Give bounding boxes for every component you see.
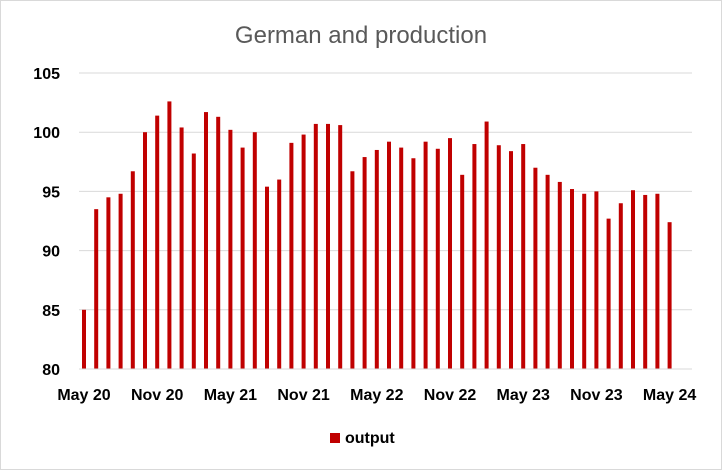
bar: [216, 116, 221, 369]
bar: [509, 151, 513, 369]
x-tick-label: May 21: [204, 387, 257, 404]
bar: [423, 141, 428, 369]
bar: [240, 147, 245, 369]
bar: [557, 181, 562, 369]
y-tick-label: 100: [33, 125, 60, 142]
bar: [106, 197, 111, 369]
bar: [179, 127, 184, 370]
bar: [130, 171, 135, 369]
bar: [350, 171, 355, 369]
bar: [411, 158, 416, 369]
bar: [167, 101, 172, 369]
bar: [191, 153, 196, 369]
bar: [521, 144, 526, 369]
y-tick-label: 85: [42, 303, 60, 320]
bar: [265, 186, 269, 369]
bar: [362, 157, 367, 369]
x-tick-label: May 22: [350, 387, 403, 404]
y-tick-label: 80: [42, 362, 60, 379]
x-tick-label: Nov 21: [277, 387, 330, 404]
bar: [228, 129, 233, 369]
bar: [582, 193, 587, 369]
x-tick-label: Nov 20: [131, 387, 184, 404]
bar: [374, 149, 379, 369]
y-tick-label: 95: [42, 184, 60, 201]
x-axis-ticks: May 20 Nov 20 May 21 Nov 21 May 22 Nov 22 May …: [57, 387, 696, 404]
bar: [399, 147, 404, 369]
legend-swatch: [330, 433, 340, 443]
chart-title: German and production: [235, 22, 487, 49]
bar: [594, 191, 599, 369]
bar: [460, 174, 465, 369]
bar: [204, 112, 208, 370]
y-tick-label: 105: [33, 66, 60, 83]
bar: [448, 138, 452, 369]
bar: [618, 203, 623, 369]
bar: [326, 123, 330, 369]
bar: [484, 121, 489, 369]
bar: [655, 193, 660, 369]
legend-label: output: [345, 430, 395, 447]
bar: [94, 209, 99, 369]
bar: [277, 179, 282, 369]
bar: [338, 125, 343, 369]
x-tick-label: May 20: [57, 387, 110, 404]
bar: [82, 309, 86, 369]
bar: [643, 194, 648, 369]
x-tick-label: May 23: [497, 387, 550, 404]
bar: [631, 190, 635, 369]
bar: [387, 141, 391, 369]
bar: [472, 144, 477, 369]
bar: [301, 134, 306, 369]
bar: [606, 218, 611, 369]
x-tick-label: Nov 22: [424, 387, 477, 404]
bar: [533, 167, 538, 369]
bar: [435, 148, 440, 369]
bar: [289, 142, 294, 369]
bar: [667, 222, 672, 369]
bar: [496, 145, 501, 369]
y-axis-ticks: 80 85 90 95 100 105: [33, 66, 60, 379]
legend: output: [330, 430, 395, 447]
bars: [82, 101, 672, 370]
bar: [118, 193, 123, 369]
bar: [143, 132, 147, 369]
bar: [252, 132, 257, 369]
bar: [155, 115, 160, 370]
x-tick-label: Nov 23: [570, 387, 623, 404]
bar: [313, 123, 318, 369]
bar: [570, 189, 574, 369]
x-tick-label: May 24: [643, 387, 696, 404]
y-tick-label: 90: [42, 244, 60, 261]
bar: [545, 174, 550, 369]
